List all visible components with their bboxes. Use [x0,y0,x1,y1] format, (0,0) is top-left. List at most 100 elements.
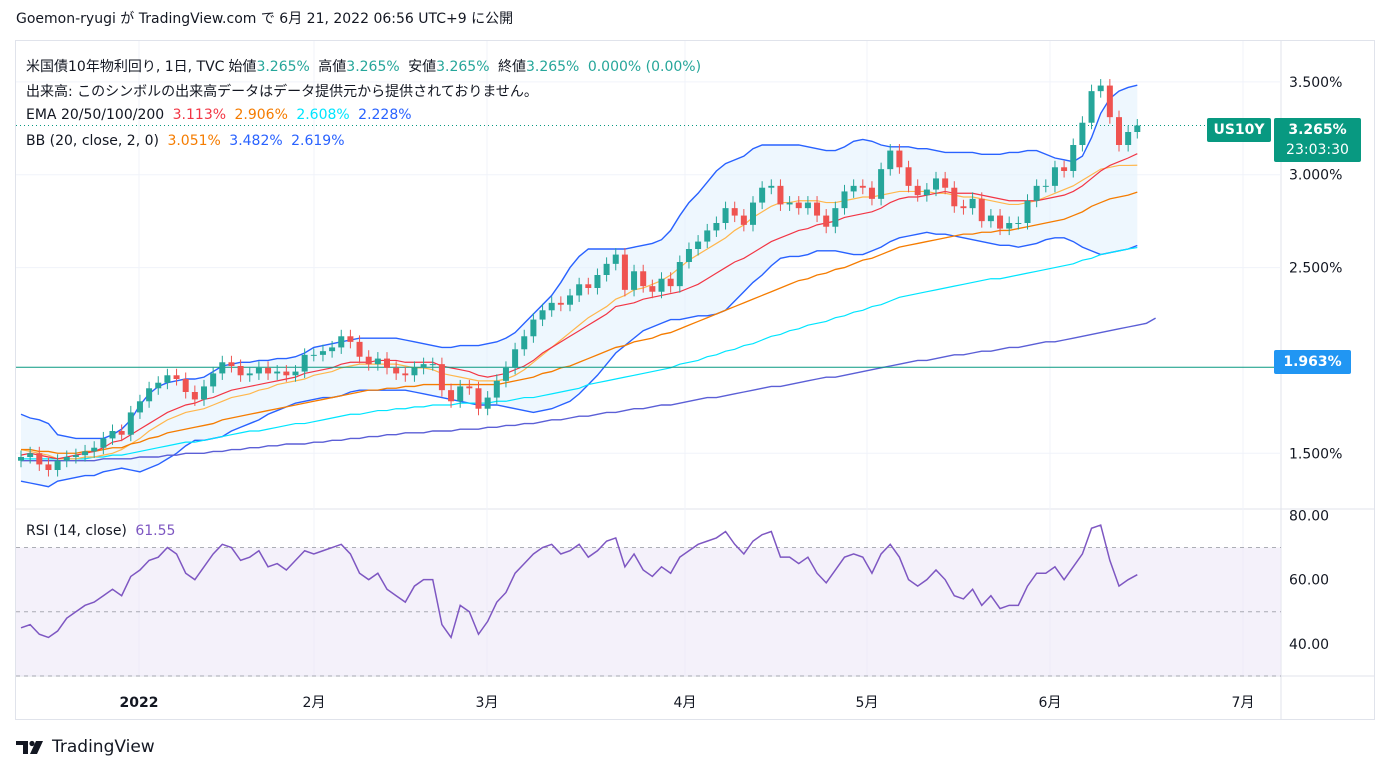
legend-bb: BB (20, close, 2, 0) 3.051% 3.482% 2.619… [26,133,349,149]
candle-body [859,185,866,188]
candle-body [338,336,345,348]
legend-ema-label[interactable]: EMA 20/50/100/200 [26,107,165,123]
candle-body [438,364,445,391]
candle-body [356,341,363,357]
candle-body [246,373,253,376]
candle-body [621,254,628,290]
legend-open-value: 3.265% [256,59,310,75]
candle-body [484,397,491,409]
candle-body [1042,185,1049,187]
candle-body [676,262,683,287]
candle-body [1006,223,1013,229]
candle-body [210,373,217,387]
candle-body [191,392,198,400]
ema200-line [21,317,1156,462]
candle-body [667,278,674,287]
candle-body [713,223,720,231]
legend-bb-basis-value: 3.051% [167,133,221,149]
candle-body [164,375,171,383]
candle-body [658,278,665,292]
candle-body [127,412,134,435]
rsi-tick-label: 60.00 [1289,573,1329,589]
legend-bb-label[interactable]: BB (20, close, 2, 0) [26,133,159,149]
legend-rsi-label[interactable]: RSI (14, close) [26,523,127,539]
candle-body [997,215,1004,229]
time-tick-label: 2月 [303,695,326,711]
candle-body [45,464,52,470]
candle-body [18,457,24,461]
candle-body [1079,122,1086,145]
candle-body [109,431,116,439]
legend-open-label: 始値 [228,59,257,75]
candle-body [429,364,436,366]
bb-upper-line [20,84,1138,440]
candle-body [82,451,89,456]
candle-body [146,388,153,402]
candle-body [1061,167,1068,171]
candle-body [722,208,729,223]
candle-body [740,215,747,225]
candle-body [795,202,802,209]
candle-body [649,286,656,292]
candle-body [402,373,409,376]
candle-body [201,386,207,400]
legend-rsi-value: 61.55 [135,523,176,539]
candle-body [933,178,939,190]
candle-body [502,367,509,381]
candle-body [512,349,519,368]
footer-brand[interactable]: TradingView [16,737,155,757]
candle-body [136,401,143,413]
candle-body [585,284,592,288]
candle-body [759,187,766,203]
candle-body [868,187,875,199]
candle-body [155,382,162,389]
time-tick-label: 5月 [856,695,879,711]
candle-body [960,206,967,209]
legend-bb-upper-value: 3.482% [229,133,283,149]
time-tick-label: 2022 [120,695,159,711]
candle-body [347,336,354,342]
candle-body [905,167,912,186]
time-tick-label: 7月 [1232,695,1255,711]
candle-body [548,302,555,311]
candle-body [567,295,573,305]
candle-body [72,455,79,457]
candle-body [173,375,180,379]
legend-symbol-name[interactable]: 米国債10年物利回り, 1日, TVC [26,59,225,75]
candle-body [521,336,528,350]
legend-ema200-value: 2.228% [358,107,412,123]
candle-body [612,254,619,264]
tradingview-logo-icon [16,740,43,754]
candle-body [91,447,98,452]
price-tick-label: 3.000% [1289,168,1342,184]
candle-body [914,185,921,196]
ema20-line [20,153,1138,460]
candle-body [384,358,390,368]
candle-body [603,263,610,275]
candle-body [237,366,244,376]
rsi-tick-label: 40.00 [1289,637,1329,653]
candle-body [685,249,692,262]
candle-body [27,453,34,457]
legend-volume-note: 出来高: このシンボルの出来高データはデータ提供元から提供されておりません。 [26,84,538,100]
time-tick-label: 4月 [674,695,697,711]
ticker-badge[interactable]: US10Y [1207,118,1271,142]
candle-body [695,241,702,249]
ema100-line [21,246,1138,460]
footer-brand-name: TradingView [52,737,155,757]
candle-body [63,457,70,461]
price-tick-label: 1.500% [1289,446,1342,462]
candle-body [841,191,848,209]
candle-body [942,178,949,188]
candle-body [292,371,299,376]
candle-body [374,358,381,365]
candle-body [951,187,958,207]
chart-frame: 2022 2月 3月 4月 5月 6月 7月 3.500% 3.000% 2.500% 1.500%… [15,40,1375,720]
candle-body [640,271,647,287]
candle-body [1070,145,1077,171]
candle-body [969,198,976,209]
candle-body [274,371,281,374]
legend-close-label: 終値 [497,59,526,75]
candle-body [823,215,830,227]
chart-canvas[interactable]: 2022 2月 3月 4月 5月 6月 7月 3.500% 3.000% 2.500% 1.500%… [16,41,1374,719]
